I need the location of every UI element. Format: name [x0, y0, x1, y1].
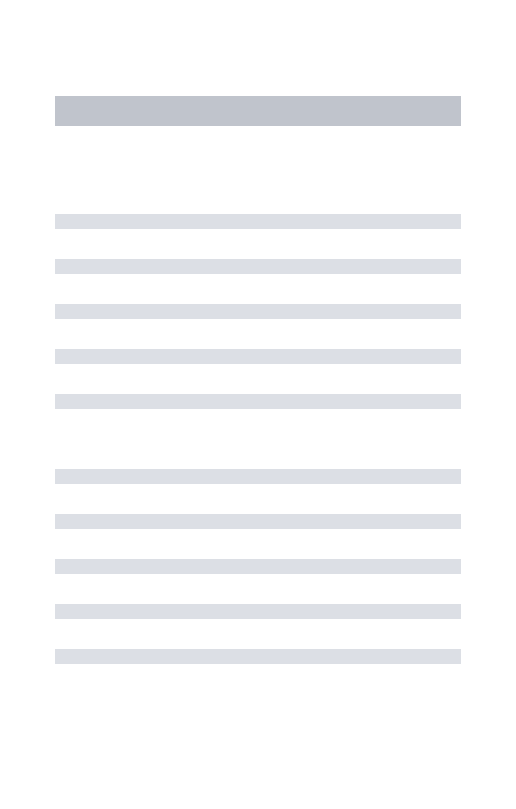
skeleton-gap-large [55, 126, 461, 214]
skeleton-title-bar [55, 96, 461, 126]
skeleton-line [55, 349, 461, 364]
skeleton-line [55, 469, 461, 484]
skeleton-section-2 [55, 469, 461, 664]
skeleton-line [55, 649, 461, 664]
skeleton-line [55, 214, 461, 229]
skeleton-container [0, 96, 516, 664]
skeleton-line [55, 304, 461, 319]
skeleton-line [55, 259, 461, 274]
skeleton-line [55, 514, 461, 529]
skeleton-line [55, 604, 461, 619]
skeleton-line [55, 394, 461, 409]
skeleton-gap-medium [55, 409, 461, 469]
skeleton-section-1 [55, 214, 461, 409]
skeleton-line [55, 559, 461, 574]
